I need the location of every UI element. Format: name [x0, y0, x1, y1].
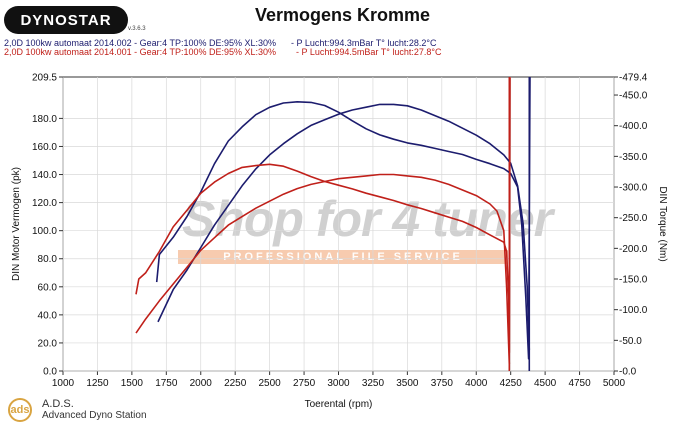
- x-tick-label: 1750: [155, 378, 178, 389]
- y-tick-label: 120.0: [32, 198, 57, 209]
- footer-branding: ads A.D.S. Advanced Dyno Station: [8, 398, 147, 422]
- y-tick-label: 80.0: [38, 254, 58, 265]
- y2-tick-label: -100.0: [619, 305, 648, 316]
- ads-logo-icon: ads: [8, 398, 32, 422]
- x-tick-label: 4500: [534, 378, 557, 389]
- series-torque-run1: [155, 76, 531, 360]
- watermark-text: Shop for 4 tuner: [182, 191, 553, 247]
- y2-tick-label: -150.0: [619, 275, 648, 286]
- watermark-tagline: PROFESSIONAL FILE SERVICE: [178, 250, 508, 264]
- y-tick-label: 180.0: [32, 114, 57, 125]
- y-tick-label: 160.0: [32, 142, 57, 153]
- footer-subtitle: Advanced Dyno Station: [42, 410, 147, 421]
- y2-tick-label: -200.0: [619, 244, 648, 255]
- x-tick-label: 3500: [396, 378, 419, 389]
- y2-tick-label: -450.0: [619, 91, 648, 102]
- logo-text: DYNOSTAR: [20, 11, 112, 29]
- x-tick-label: 3250: [362, 378, 385, 389]
- y-tick-label: 100.0: [32, 226, 57, 237]
- x-tick-label: 1500: [121, 378, 144, 389]
- chart-title: Vermogens Kromme: [254, 5, 431, 25]
- y-tick-label: 0.0: [43, 367, 57, 378]
- logo-version: v.3.6.3: [128, 26, 146, 32]
- x-axis-label: Toerental (rpm): [305, 399, 373, 410]
- x-tick-label: 2000: [190, 378, 213, 389]
- y2-tick-label: -300.0: [619, 183, 648, 194]
- x-tick-label: 4250: [500, 378, 523, 389]
- y2-tick-label: -250.0: [619, 213, 648, 224]
- series-power-run2: [135, 173, 511, 365]
- y2-tick-label: -400.0: [619, 121, 648, 132]
- series-power-run1: [157, 103, 531, 350]
- y-tick-label: 60.0: [38, 282, 58, 293]
- y2-axis-label: DIN Torque (Nm): [657, 186, 668, 261]
- dynostar-logo: DYNOSTAR: [4, 6, 128, 34]
- x-tick-label: 2250: [224, 378, 247, 389]
- y-tick-label: 140.0: [32, 170, 57, 181]
- x-tick-label: 4000: [465, 378, 488, 389]
- y2-tick-label: -350.0: [619, 152, 648, 163]
- x-tick-label: 2500: [259, 378, 282, 389]
- x-tick-label: 1250: [86, 378, 109, 389]
- y2-tick-label: -50.0: [619, 336, 642, 347]
- y-axis-label: DIN Motor Vermogen (pk): [11, 167, 22, 281]
- footer-title: A.D.S.: [42, 398, 74, 410]
- y-tick-label: 209.5: [32, 73, 57, 84]
- x-tick-label: 3000: [327, 378, 350, 389]
- run-legend-2: 2,0D 100kw automaat 2014.001 - Gear:4 TP…: [4, 47, 442, 57]
- x-tick-label: 5000: [603, 378, 626, 389]
- y2-tick-label: -0.0: [619, 367, 637, 378]
- x-tick-label: 1000: [52, 378, 75, 389]
- run-legend-1: 2,0D 100kw automaat 2014.002 - Gear:4 TP…: [4, 38, 437, 48]
- series-torque-run2: [135, 76, 511, 354]
- y-tick-label: 20.0: [38, 338, 58, 349]
- x-tick-label: 2750: [293, 378, 316, 389]
- x-tick-label: 4750: [568, 378, 591, 389]
- y2-tick-label: -479.4: [619, 73, 648, 84]
- y-tick-label: 40.0: [38, 310, 58, 321]
- x-tick-label: 3750: [431, 378, 454, 389]
